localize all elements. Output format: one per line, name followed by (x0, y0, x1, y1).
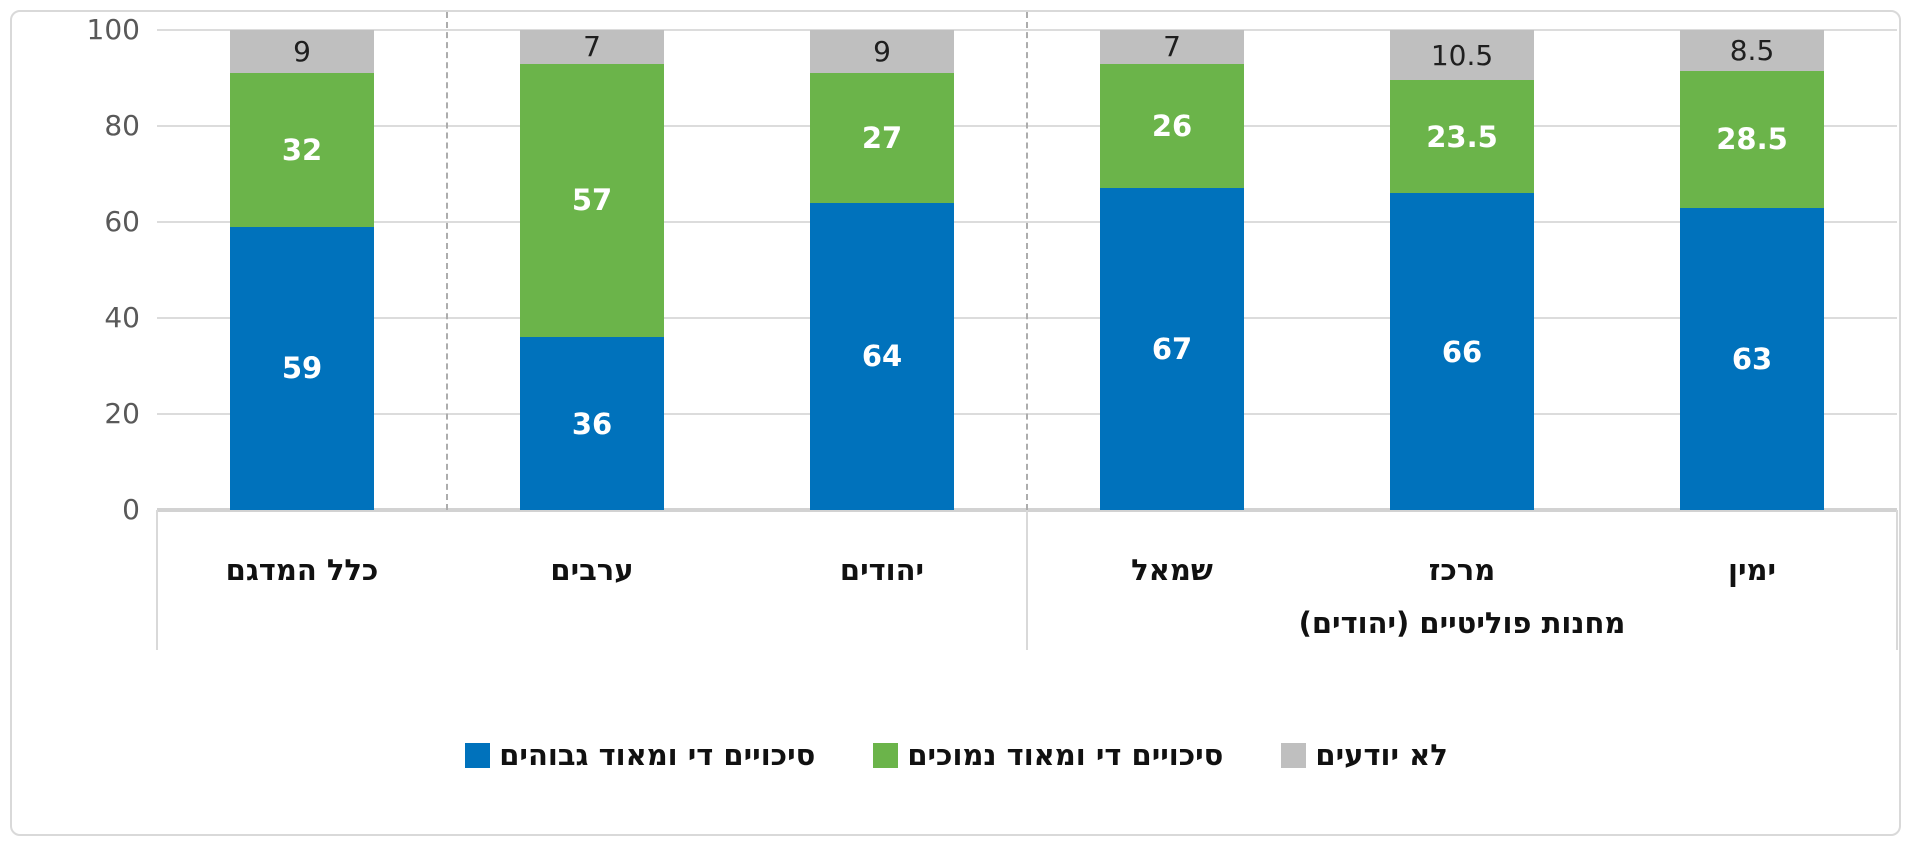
bar-segment-green: 23.5 (1390, 80, 1534, 194)
legend-swatch-gray-icon (1281, 742, 1307, 768)
category-label: שמאל (1131, 553, 1213, 587)
legend-item: סיכויים די ומאוד גבוהים (465, 738, 815, 772)
bar-segment-green: 32 (230, 73, 374, 227)
category-label: ערבים (550, 553, 634, 587)
legend-label: לא יודעים (1315, 738, 1448, 772)
bar-segment-blue: 63 (1680, 207, 1824, 510)
y-axis-tick-label: 40 (104, 301, 140, 334)
bar-value-label: 8.5 (1729, 33, 1775, 67)
legend-item: סיכויים די ומאוד נמוכים (873, 738, 1223, 772)
bar-value-label: 27 (861, 120, 903, 155)
y-axis-tick-label: 100 (86, 13, 140, 46)
legend-item: לא יודעים (1281, 738, 1448, 772)
y-axis-tick-label: 80 (104, 109, 140, 142)
bar-value-label: 28.5 (1716, 122, 1788, 157)
legend-label: סיכויים די ומאוד גבוהים (499, 738, 816, 772)
category-axis-divider-line (1026, 510, 1028, 650)
bar-value-label: 32 (281, 132, 323, 167)
bar-value-label: 59 (281, 351, 323, 386)
bar-value-label: 66 (1441, 334, 1483, 369)
bar-value-label: 9 (873, 35, 891, 69)
category-label: כלל המדגם (225, 553, 379, 587)
bar-value-label: 7 (583, 30, 601, 64)
category-label: יהודים (839, 553, 925, 587)
bar-value-label: 9 (293, 35, 311, 69)
bar-segment-blue: 66 (1390, 193, 1534, 510)
category-group-label: מחנות פוליטיים (יהודים) (1298, 606, 1626, 640)
chart-legend: סיכויים די ומאוד גבוהים סיכויים די ומאוד… (0, 738, 1913, 772)
bar-segment-green: 57 (520, 63, 664, 338)
bar-segment-blue: 36 (520, 337, 664, 510)
bar-value-label: 63 (1731, 341, 1773, 376)
bar-segment-blue: 67 (1100, 188, 1244, 510)
bar-value-label: 10.5 (1430, 38, 1494, 72)
bar-value-label: 7 (1163, 30, 1181, 64)
legend-label: סיכויים די ומאוד נמוכים (907, 738, 1224, 772)
y-axis-tick-label: 60 (104, 205, 140, 238)
bar-segment-gray: 7 (520, 30, 664, 64)
category-axis-divider-line (1896, 510, 1898, 650)
bar-segment-blue: 64 (810, 202, 954, 510)
y-axis-tick-label: 20 (104, 397, 140, 430)
group-separator-dashed-line (446, 12, 448, 510)
bar-segment-gray: 7 (1100, 30, 1244, 64)
bar-segment-green: 26 (1100, 63, 1244, 189)
category-label: ימין (1727, 553, 1777, 587)
bar-value-label: 26 (1151, 108, 1193, 143)
bar-segment-green: 28.5 (1680, 70, 1824, 208)
bar-segment-blue: 59 (230, 226, 374, 510)
bar-segment-gray: 10.5 (1390, 30, 1534, 81)
legend-swatch-green-icon (873, 742, 899, 768)
bar-value-label: 23.5 (1426, 119, 1498, 154)
group-separator-dashed-line (1026, 12, 1028, 510)
bar-value-label: 36 (571, 406, 613, 441)
bar-segment-gray: 9 (230, 30, 374, 74)
legend-swatch-blue-icon (465, 742, 491, 768)
bar-value-label: 64 (861, 339, 903, 374)
bar-segment-gray: 9 (810, 30, 954, 74)
category-axis-divider-line (156, 510, 158, 650)
bar-segment-gray: 8.5 (1680, 30, 1824, 71)
bar-value-label: 67 (1151, 332, 1193, 367)
bar-value-label: 57 (571, 183, 613, 218)
bar-segment-green: 27 (810, 73, 954, 203)
category-label: מרכז (1428, 553, 1496, 587)
y-axis-tick-label: 0 (122, 493, 140, 526)
